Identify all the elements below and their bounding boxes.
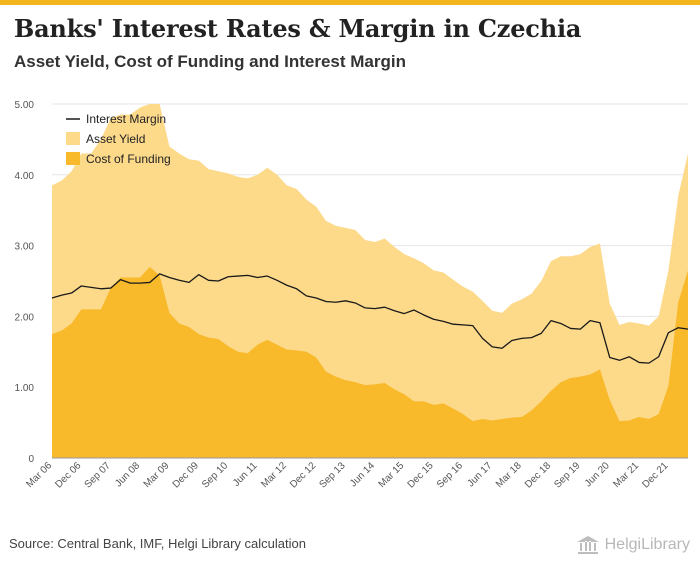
x-tick-label: Jun 14 [348,460,377,489]
source-note: Source: Central Bank, IMF, Helgi Library… [9,536,306,551]
y-tick-label: 2.00 [15,312,35,323]
legend-label-interest-margin: Interest Margin [86,112,166,126]
y-tick-label: 4.00 [15,171,35,182]
y-tick-label: 1.00 [15,383,35,394]
legend-swatch-cost-of-funding [66,152,80,165]
x-tick-label: Dec 18 [523,460,553,490]
x-tick-label: Dec 06 [53,460,83,490]
x-tick-label: Mar 21 [611,460,641,490]
legend-swatch-asset-yield [66,132,80,145]
x-tick-label: Mar 12 [259,460,289,490]
x-tick-label: Dec 09 [171,460,201,490]
legend-label-asset-yield: Asset Yield [86,132,145,146]
x-tick-label: Dec 21 [640,460,670,490]
page-title: Banks' Interest Rates & Margin in Czechi… [14,14,582,43]
cost-of-funding-area [52,266,688,458]
brand-name: HelgiLibrary [604,536,690,553]
x-tick-label: Sep 10 [200,460,230,490]
x-tick-label: Mar 15 [377,460,407,490]
x-tick-label: Sep 16 [435,460,465,490]
x-tick-label: Jun 20 [583,460,612,489]
x-tick-label: Dec 15 [406,460,436,490]
page-subtitle: Asset Yield, Cost of Funding and Interes… [14,52,406,71]
y-tick-label: 0 [28,454,34,465]
x-tick-label: Sep 07 [83,460,113,490]
legend-label-cost-of-funding: Cost of Funding [86,152,171,166]
x-tick-label: Mar 09 [142,460,172,490]
brand-logo: HelgiLibrary [576,533,690,557]
x-tick-label: Sep 13 [317,460,347,490]
y-tick-label: 5.00 [15,100,35,111]
x-tick-label: Jun 08 [113,460,142,489]
x-tick-label: Dec 12 [288,460,318,490]
x-tick-label: Jun 11 [231,460,260,489]
x-tick-label: Mar 18 [494,460,524,490]
y-tick-label: 3.00 [15,242,35,253]
x-tick-label: Jun 17 [465,460,494,489]
library-icon [576,536,599,554]
chart: 0 1.00 2.00 3.00 4.00 5.00 Mar 06 Dec 06 Sep 07 J… [0,88,700,528]
interest-margin-line [51,273,689,364]
accent-bar [0,0,700,5]
x-tick-label: Sep 19 [552,460,582,490]
